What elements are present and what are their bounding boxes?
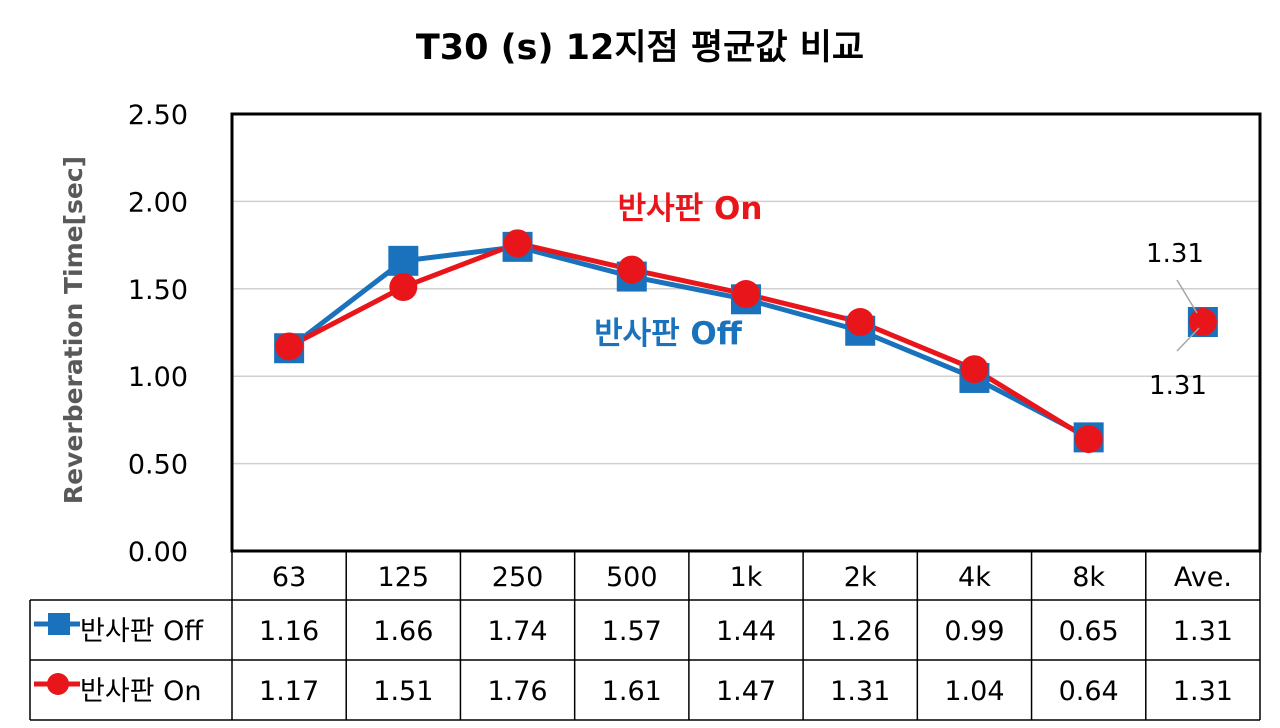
marker-on-125 <box>389 273 418 302</box>
table-cell: 1.66 <box>373 616 433 647</box>
table-cell: 1.47 <box>716 676 776 707</box>
series-lines <box>287 240 1090 442</box>
category-label: Ave. <box>1174 562 1232 593</box>
leader-line-off <box>1176 327 1200 352</box>
y-tick-label: 1.00 <box>128 362 188 393</box>
category-label: 63 <box>272 562 306 593</box>
table-cell: 1.04 <box>944 676 1004 707</box>
table-cell: 1.16 <box>259 616 319 647</box>
table-cell: 1.61 <box>602 676 662 707</box>
leader-line-on <box>1176 279 1198 314</box>
series-line-1 <box>287 240 1090 442</box>
marker-on-500 <box>617 255 646 284</box>
table-cell: 1.31 <box>830 676 890 707</box>
table-cell: 1.44 <box>716 616 776 647</box>
y-tick-label: 0.50 <box>128 450 188 481</box>
category-label: 250 <box>492 562 544 593</box>
marker-on-8k <box>1074 425 1103 454</box>
y-tick-label: 0.00 <box>128 537 188 568</box>
series-line-0 <box>287 244 1090 440</box>
marker-on-2k <box>846 308 875 337</box>
legend-marker-on <box>47 673 69 695</box>
data-label-ave-off: 1.31 <box>1149 371 1207 401</box>
category-label: 8k <box>1072 562 1105 593</box>
y-tick-label: 2.50 <box>128 100 188 131</box>
category-label: 1k <box>730 562 763 593</box>
table-cell: 0.99 <box>944 616 1004 647</box>
marker-on-Ave. <box>1188 308 1217 337</box>
table-cell: 1.17 <box>259 676 319 707</box>
table-cell: 1.76 <box>487 676 547 707</box>
y-tick-labels: 0.00 0.50 1.00 1.50 2.00 2.50 <box>128 100 188 568</box>
marker-on-250 <box>503 229 532 258</box>
y-tick-label: 1.50 <box>128 275 188 306</box>
legend-label-0: 반사판 Off <box>80 616 204 647</box>
annotation-off: 반사판 Off <box>594 316 743 352</box>
y-tick-label: 2.00 <box>128 187 188 218</box>
gridlines <box>232 200 1260 465</box>
category-label: 125 <box>378 562 430 593</box>
marker-on-1k <box>732 280 760 309</box>
table-cell: 1.31 <box>1173 616 1233 647</box>
legend-label-1: 반사판 On <box>80 676 201 707</box>
table-cell: 0.65 <box>1059 616 1119 647</box>
table-cell: 1.26 <box>830 616 890 647</box>
data-label-ave-on: 1.31 <box>1146 239 1204 269</box>
annotation-on: 반사판 On <box>618 191 763 227</box>
legend-marker-off <box>48 613 70 635</box>
marker-off-125 <box>388 245 419 276</box>
table-cell: 0.64 <box>1059 676 1119 707</box>
category-label: 2k <box>844 562 877 593</box>
y-axis-label: Reverberation Time[sec] <box>59 156 88 504</box>
plot-area-frame <box>230 112 1262 553</box>
data-table: 63 125 250 500 1k 2k 4k 8k Ave. 반사판 Off 1.16 1.66 1.… <box>29 550 1261 721</box>
category-label: 4k <box>958 562 991 593</box>
table-cell: 1.57 <box>602 616 662 647</box>
marker-on-4k <box>960 355 989 384</box>
marker-on-63 <box>275 332 304 361</box>
series-markers <box>274 229 1218 454</box>
table-cell: 1.51 <box>373 676 433 707</box>
table-cell: 1.74 <box>487 616 547 647</box>
table-cell: 1.31 <box>1173 676 1233 707</box>
category-label: 500 <box>606 562 658 593</box>
chart-title: T30 (s) 12지점 평균값 비교 <box>416 28 864 68</box>
